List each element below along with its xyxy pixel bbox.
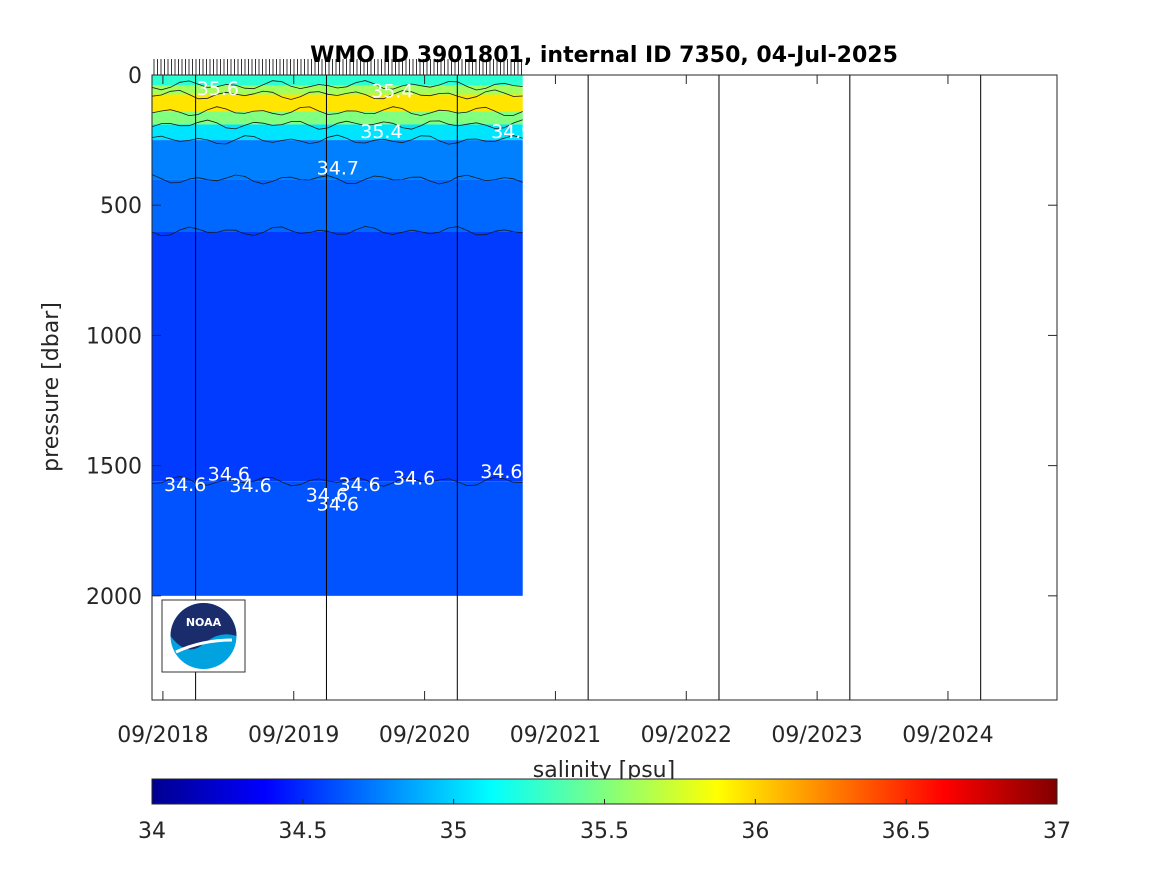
- contour-label: 34.6: [393, 467, 435, 489]
- salinity-layer-8: [152, 481, 523, 596]
- colorbar-tick-label: 35: [440, 819, 468, 844]
- y-axis: 0 500 1000 1500 2000: [86, 64, 1057, 610]
- chart-title: WMO ID 3901801, internal ID 7350, 04-Jul…: [310, 43, 898, 68]
- contour-label: 34.6: [164, 474, 206, 496]
- y-axis-label: pressure [dbar]: [39, 302, 64, 472]
- contour-label: 34.6: [524, 453, 566, 475]
- contour-label: 34.6: [338, 474, 380, 496]
- x-tick-label: 09/2019: [248, 723, 339, 748]
- salinity-layer-2: [152, 94, 523, 112]
- contour-label: 34.6: [480, 461, 522, 483]
- contour-line-3: [152, 119, 523, 130]
- x-tick-label: 09/2024: [902, 723, 993, 748]
- x-tick-label: 09/2020: [379, 723, 470, 748]
- contour-line-2: [152, 106, 523, 117]
- noaa-logo-icon: NOAA: [161, 599, 246, 673]
- plot-frame: [151, 74, 1058, 701]
- contour-label: 35.6: [197, 78, 239, 100]
- contour-line-5: [152, 174, 523, 185]
- salinity-layer-6: [152, 179, 523, 232]
- y-tick-label: 1500: [86, 455, 142, 480]
- contour-label: 34.6: [208, 463, 250, 485]
- salinity-layer-1: [152, 85, 523, 95]
- colorbar-tick-label: 34.5: [278, 819, 327, 844]
- y-tick-label: 2000: [86, 585, 142, 610]
- contour-label: 34.9: [491, 121, 533, 143]
- noaa-logo-text: NOAA: [186, 616, 222, 629]
- contour-line-1: [152, 89, 523, 100]
- salinity-layer-5: [152, 140, 523, 180]
- salinity-layer-4: [152, 124, 523, 141]
- y-tick-label: 1000: [86, 324, 142, 349]
- salinity-layer-7: [152, 231, 523, 482]
- colorbar-tick-label: 37: [1043, 819, 1071, 844]
- contour-label: 34.7: [317, 157, 359, 179]
- colorbar-ticks: 34 34.5 35 35.5 36 36.5 37: [138, 799, 1071, 844]
- contour-line-0: [152, 80, 523, 91]
- contour-label: 34.6: [317, 493, 359, 515]
- profile-markers: [153, 59, 522, 75]
- contour-label: 35.4: [371, 81, 413, 103]
- x-tick-label: 09/2022: [641, 723, 732, 748]
- x-axis: 09/2018 09/2019 09/2020 09/2021 09/2022 09/20…: [117, 75, 994, 748]
- contour-label: 34.6: [306, 484, 348, 506]
- contour-label: 35.4: [360, 121, 402, 143]
- salinity-layer-0: [152, 75, 523, 86]
- contour-line-6: [152, 225, 523, 237]
- salinity-field: [152, 75, 523, 596]
- x-tick-label: 09/2018: [117, 723, 208, 748]
- contour-label-group: 35.6 35.435.4 34.934.734.6 34.634.6 34.634.6…: [164, 78, 566, 515]
- contour-lines: [152, 80, 523, 487]
- colorbar-tick-label: 36.5: [882, 819, 931, 844]
- colorbar-tick-label: 36: [741, 819, 769, 844]
- y-tick-label: 500: [100, 194, 142, 219]
- x-tick-label: 09/2023: [771, 723, 862, 748]
- contour-line-4: [152, 134, 523, 145]
- contour-label: 34.6: [229, 475, 271, 497]
- colorbar-tick-label: 34: [138, 819, 166, 844]
- year-markers: [195, 75, 982, 700]
- y-tick-label: 0: [128, 64, 142, 89]
- colorbar-tick-label: 35.5: [580, 819, 629, 844]
- x-tick-label: 09/2021: [510, 723, 601, 748]
- contour-line-7: [152, 475, 523, 487]
